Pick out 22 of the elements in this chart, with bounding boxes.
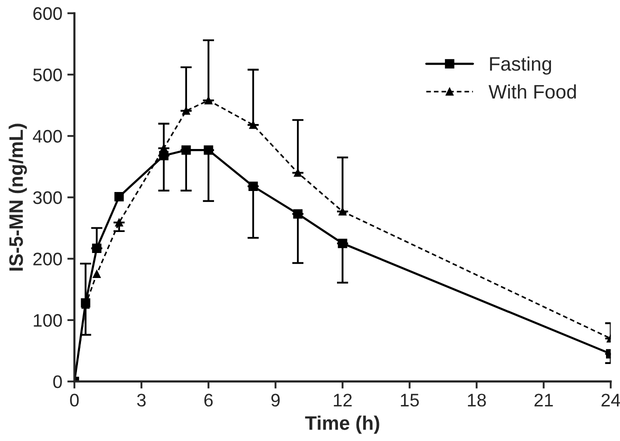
y-tick-label: 300 bbox=[33, 191, 62, 204]
y-tick-label: 500 bbox=[33, 68, 62, 82]
x-tick-label: 9 bbox=[271, 394, 280, 407]
y-tick-label: 600 bbox=[33, 7, 62, 20]
x-tick-label: 15 bbox=[400, 394, 419, 407]
x-tick-label: 6 bbox=[204, 394, 213, 407]
legend-label: Fasting bbox=[490, 56, 552, 75]
x-axis-title: Time (h) bbox=[305, 416, 380, 434]
y-tick-label: 200 bbox=[33, 252, 62, 266]
y-tick-label: 100 bbox=[34, 314, 62, 327]
y-tick-label: 400 bbox=[32, 130, 62, 143]
x-tick-label: 24 bbox=[602, 394, 620, 406]
point bbox=[114, 192, 124, 202]
x-tick-label: 18 bbox=[468, 394, 486, 407]
legend-label: With Food bbox=[488, 84, 576, 99]
y-tick-label: 0 bbox=[53, 375, 62, 388]
point bbox=[92, 270, 101, 278]
x-tick-label: 3 bbox=[137, 394, 146, 407]
x-tick-label: 12 bbox=[334, 394, 352, 406]
x-tick-label: 21 bbox=[534, 394, 553, 406]
x-tick-label: 0 bbox=[70, 394, 79, 407]
y-axis-title: IS-5-MN (ng/mL) bbox=[8, 124, 27, 271]
